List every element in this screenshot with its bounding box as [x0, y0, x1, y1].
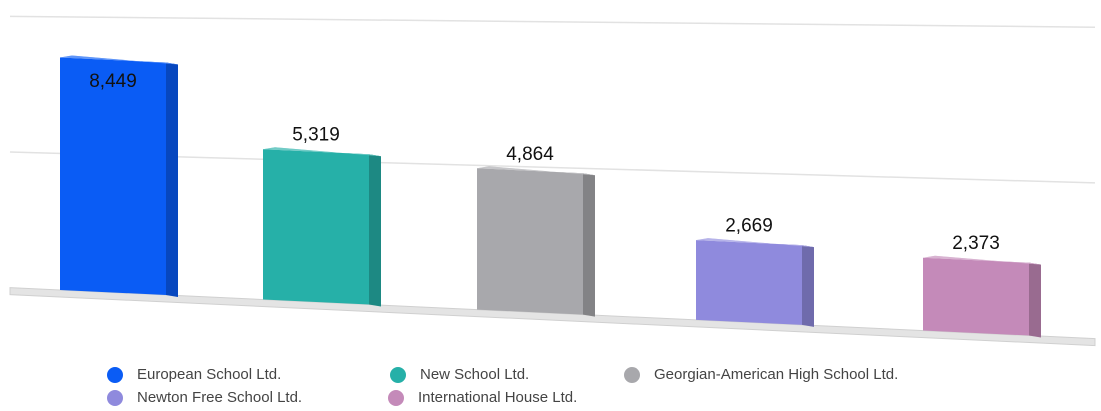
bar-side — [166, 62, 178, 297]
bar-front — [60, 57, 166, 295]
bar-side-shade — [1029, 262, 1041, 338]
bar-side-shade — [583, 173, 595, 317]
bar-top-shade — [60, 55, 178, 65]
bar — [477, 166, 595, 317]
bar-top — [923, 255, 1041, 265]
floor — [9, 287, 1096, 347]
legend-marker — [388, 390, 404, 406]
bar-side-shade — [802, 245, 814, 327]
legend-label: Georgian-American High School Ltd. — [654, 366, 898, 383]
legend-label: International House Ltd. — [418, 389, 577, 406]
legend-label: European School Ltd. — [137, 366, 281, 383]
grid-line — [9, 151, 1096, 184]
bar-side — [583, 173, 595, 317]
bar-front — [696, 240, 802, 325]
bar-front — [477, 168, 583, 315]
legend-marker — [107, 367, 123, 383]
bar-top — [60, 55, 178, 65]
bar-front — [263, 149, 369, 305]
bar-side-shade — [369, 154, 381, 307]
value-label: 5,319 — [292, 125, 340, 146]
legend-label: New School Ltd. — [420, 366, 529, 383]
bar-top — [696, 238, 814, 248]
legend-label: Newton Free School Ltd. — [137, 389, 302, 406]
bar-top — [477, 166, 595, 176]
bar-top-shade — [477, 166, 595, 176]
bar-front — [923, 257, 1029, 336]
bar-top-shade — [263, 147, 381, 157]
bar-side — [1029, 262, 1041, 338]
value-label: 4,864 — [506, 144, 554, 165]
bar — [263, 147, 381, 307]
legend-marker — [624, 367, 640, 383]
bar-side — [802, 245, 814, 327]
legend-marker — [390, 367, 406, 383]
bar — [696, 238, 814, 327]
bar-side — [369, 154, 381, 307]
bar-top — [263, 147, 381, 157]
bar — [923, 255, 1041, 338]
bar-top-shade — [696, 238, 814, 248]
value-label: 2,373 — [952, 233, 1000, 254]
legend-marker — [107, 390, 123, 406]
bar-top-shade — [923, 255, 1041, 265]
bar — [60, 55, 178, 297]
value-label: 8,449 — [89, 71, 137, 92]
grid-line — [9, 15, 1096, 28]
value-label: 2,669 — [725, 216, 773, 237]
bar-side-shade — [166, 62, 178, 297]
